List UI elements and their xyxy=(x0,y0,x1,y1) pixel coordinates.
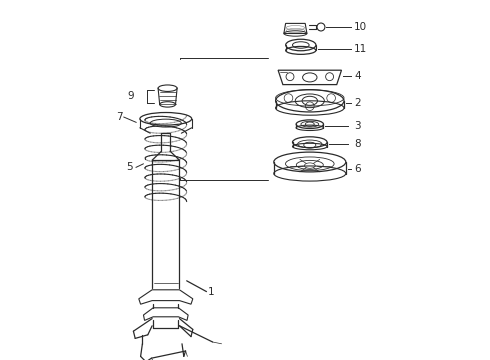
Text: 7: 7 xyxy=(116,112,122,122)
Text: 8: 8 xyxy=(354,139,361,149)
Text: 6: 6 xyxy=(354,164,361,174)
Text: 11: 11 xyxy=(354,44,368,54)
Text: 1: 1 xyxy=(208,287,214,297)
Text: 2: 2 xyxy=(354,98,361,108)
Text: 3: 3 xyxy=(354,121,361,131)
Text: 10: 10 xyxy=(354,22,367,32)
Text: 4: 4 xyxy=(354,71,361,81)
Text: 5: 5 xyxy=(126,162,132,172)
Text: 9: 9 xyxy=(127,91,134,101)
